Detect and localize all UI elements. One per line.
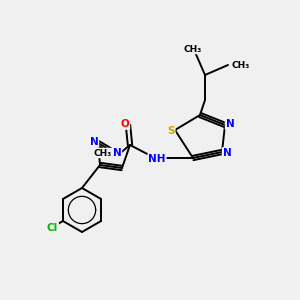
Text: N: N: [223, 148, 231, 158]
Text: CH₃: CH₃: [184, 44, 202, 53]
Text: N: N: [112, 148, 122, 158]
Text: N: N: [90, 137, 98, 147]
Text: CH₃: CH₃: [232, 61, 250, 70]
Text: N: N: [226, 119, 234, 129]
Text: NH: NH: [148, 154, 166, 164]
Text: O: O: [121, 119, 129, 129]
Text: Cl: Cl: [47, 223, 58, 233]
Text: S: S: [167, 126, 175, 136]
Text: CH₃: CH₃: [94, 148, 112, 158]
